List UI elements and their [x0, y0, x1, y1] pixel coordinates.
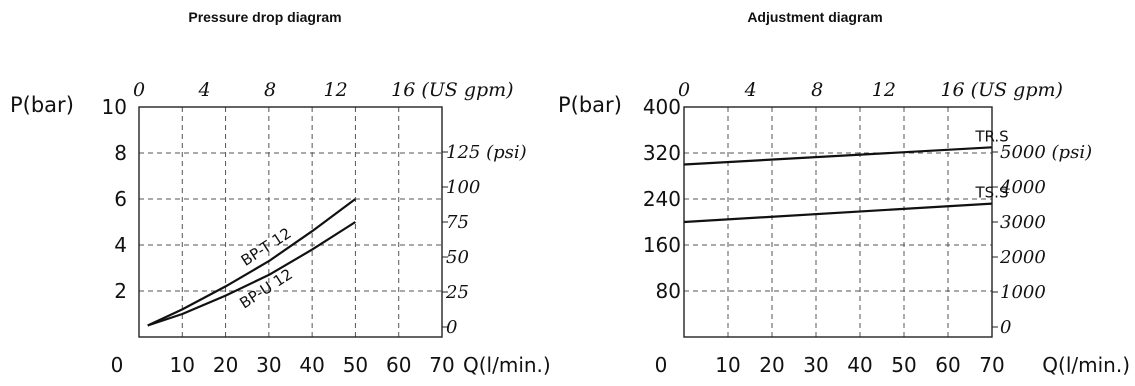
top-axis-tick-label: 0 [133, 79, 145, 101]
right-axis-tick-label: 4000 [999, 177, 1046, 198]
chart-title: Adjustment diagram [747, 9, 882, 25]
right-axis-tick-label: 3000 [1000, 212, 1046, 233]
top-axis-tick-label: 4 [197, 79, 210, 101]
top-axis-tick-label: 8 [264, 79, 276, 101]
x-tick-label: 40 [299, 353, 324, 377]
x-tick-label: 30 [803, 353, 828, 377]
y-tick-label: 6 [114, 187, 127, 211]
x-axis-label: Q(l/min.) [463, 353, 551, 377]
x-origin-label: 0 [111, 353, 124, 377]
series-line [683, 146, 993, 166]
right-axis-tick-label: 0 [446, 317, 457, 338]
x-tick-label: 60 [386, 353, 411, 377]
y-tick-label: 2 [114, 279, 127, 303]
x-tick-label: 50 [343, 353, 368, 377]
right-axis-tick-label: 5000 (psi) [1000, 142, 1092, 163]
y-tick-label: 4 [114, 233, 127, 257]
top-axis-unit-label: 16 (US gpm) [391, 79, 513, 101]
series-line [147, 221, 356, 327]
y-tick-label: 8 [114, 141, 127, 165]
top-axis-tick-label: 12 [872, 79, 896, 101]
chart-title: Pressure drop diagram [188, 9, 341, 25]
top-axis-tick-label: 0 [678, 79, 690, 101]
y-tick-label: 400 [643, 95, 681, 119]
top-axis-tick-label: 8 [811, 79, 823, 101]
right-axis-tick-label: 100 [446, 177, 480, 198]
series-label: TR.S [974, 127, 1008, 145]
plot-frame [138, 106, 443, 338]
x-tick-label: 60 [935, 353, 960, 377]
y-tick-label: 320 [643, 141, 681, 165]
series-line [683, 202, 993, 224]
x-axis-label: Q(l/min.) [1042, 353, 1130, 377]
right-axis-tick-label: 125 (psi) [446, 142, 527, 163]
top-axis-tick-label: 4 [744, 79, 757, 101]
series-label: TS.S [975, 184, 1009, 202]
x-tick-label: 50 [891, 353, 916, 377]
right-axis-tick-label: 50 [446, 247, 469, 268]
y-tick-label: 160 [643, 233, 681, 257]
x-tick-label: 70 [429, 353, 454, 377]
y-tick-label: 80 [656, 279, 681, 303]
x-tick-label: 30 [256, 353, 281, 377]
right-axis-tick-label: 75 [446, 212, 469, 233]
x-tick-label: 10 [715, 353, 740, 377]
x-tick-label: 20 [213, 353, 238, 377]
y-axis-label: P(bar) [10, 93, 74, 117]
right-axis-tick-label: 25 [445, 282, 469, 303]
right-axis-tick-label: 1000 [1000, 282, 1046, 303]
x-tick-label: 20 [759, 353, 784, 377]
x-tick-label: 40 [847, 353, 872, 377]
x-origin-label: 0 [655, 353, 668, 377]
right-axis-tick-label: 0 [1000, 317, 1011, 338]
x-tick-label: 70 [979, 353, 1004, 377]
top-axis-tick-label: 12 [324, 79, 348, 101]
plot-frame [683, 106, 993, 338]
y-tick-label: 240 [643, 187, 681, 211]
series-label: BP-U 12 [236, 265, 296, 312]
x-tick-label: 10 [170, 353, 195, 377]
y-tick-label: 10 [102, 95, 127, 119]
top-axis-unit-label: 16 (US gpm) [940, 79, 1062, 101]
y-axis-label: P(bar) [558, 93, 622, 117]
right-axis-tick-label: 2000 [999, 247, 1046, 268]
series-line [147, 198, 357, 327]
